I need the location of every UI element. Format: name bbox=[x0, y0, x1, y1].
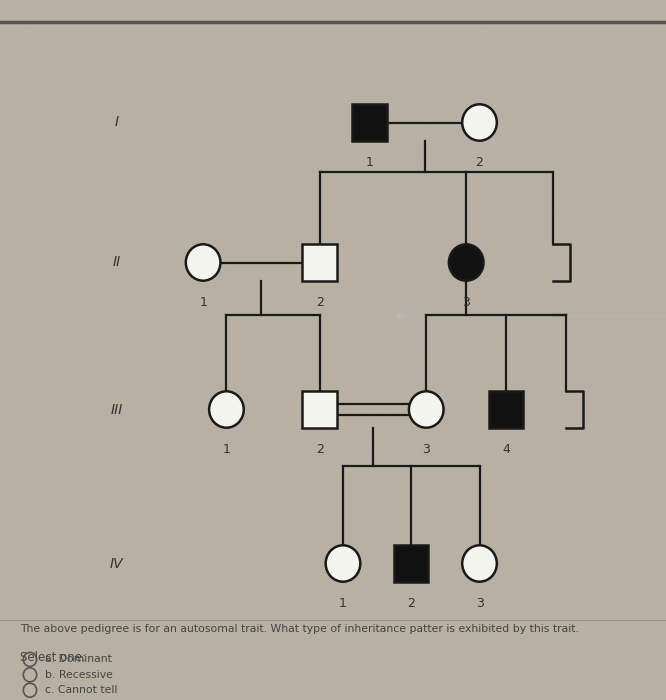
Text: 2: 2 bbox=[316, 443, 324, 456]
Circle shape bbox=[209, 391, 244, 428]
Text: 3: 3 bbox=[476, 597, 484, 610]
Text: I: I bbox=[115, 116, 119, 130]
Bar bbox=[352, 104, 387, 141]
Text: 2: 2 bbox=[316, 296, 324, 309]
Text: 3: 3 bbox=[422, 443, 430, 456]
Text: 1: 1 bbox=[199, 296, 207, 309]
Text: a. Dominant: a. Dominant bbox=[45, 654, 112, 664]
Text: II: II bbox=[113, 256, 121, 270]
Text: 4: 4 bbox=[502, 443, 510, 456]
Text: Select one:: Select one: bbox=[20, 651, 86, 664]
Text: 1: 1 bbox=[366, 156, 374, 169]
Text: 2: 2 bbox=[407, 597, 415, 610]
Text: c. Cannot tell: c. Cannot tell bbox=[45, 685, 118, 695]
Text: IV: IV bbox=[110, 556, 123, 570]
Text: 2: 2 bbox=[476, 156, 484, 169]
Circle shape bbox=[326, 545, 360, 582]
Bar bbox=[489, 391, 523, 428]
Circle shape bbox=[186, 244, 220, 281]
Text: III: III bbox=[111, 402, 123, 416]
Circle shape bbox=[462, 104, 497, 141]
Text: 1: 1 bbox=[339, 597, 347, 610]
Text: The above pedigree is for an autosomal trait. What type of inheritance patter is: The above pedigree is for an autosomal t… bbox=[20, 624, 579, 634]
Bar bbox=[302, 391, 337, 428]
Text: b. Recessive: b. Recessive bbox=[45, 670, 113, 680]
Bar bbox=[302, 244, 337, 281]
Bar bbox=[394, 545, 428, 582]
Circle shape bbox=[409, 391, 444, 428]
Text: 3: 3 bbox=[462, 296, 470, 309]
Text: 1: 1 bbox=[222, 443, 230, 456]
Circle shape bbox=[462, 545, 497, 582]
Circle shape bbox=[449, 244, 484, 281]
